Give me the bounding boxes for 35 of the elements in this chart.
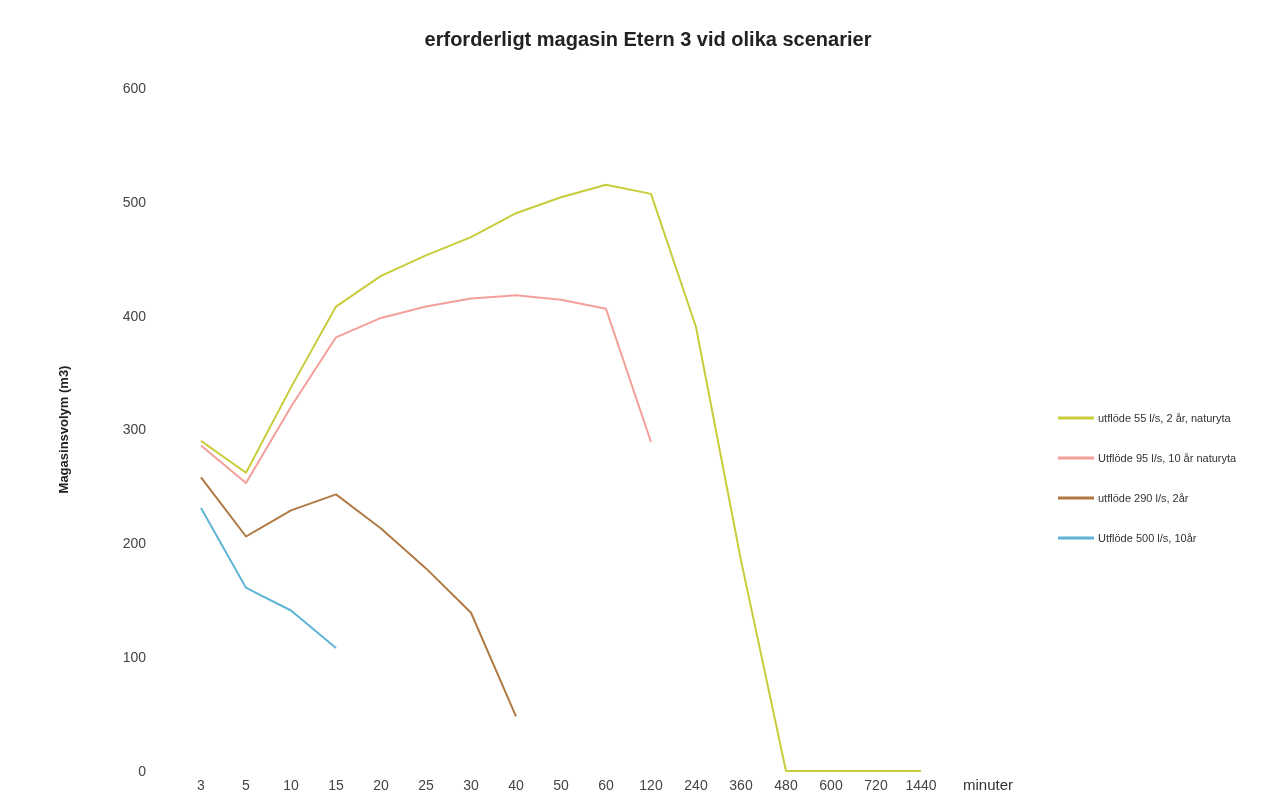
x-tick-label: 360 — [729, 777, 753, 793]
line-series — [200, 294, 652, 484]
x-tick-label: 720 — [864, 777, 888, 793]
x-tick-label: 25 — [418, 777, 434, 793]
y-axis-title: Magasinsvolym (m3) — [56, 365, 71, 494]
legend-label: Utflöde 500 l/s, 10år — [1098, 531, 1197, 544]
line-series — [200, 476, 517, 718]
x-tick-label: 3 — [197, 777, 206, 793]
x-tick-label: 10 — [283, 777, 299, 793]
x-tick-label: 15 — [328, 777, 344, 793]
x-tick-label: 240 — [684, 777, 708, 793]
x-tick-label: 480 — [774, 777, 798, 793]
line-series — [200, 507, 337, 650]
x-tick-label: 20 — [373, 777, 389, 793]
x-tick-label: 600 — [819, 777, 843, 793]
y-tick-label: 300 — [122, 421, 147, 438]
x-axis-title: minuter — [962, 776, 1014, 793]
line-series — [200, 183, 922, 772]
legend-label: utflöde 290 l/s, 2år — [1098, 491, 1189, 504]
x-tick-label: 40 — [508, 777, 524, 793]
y-tick-label: 100 — [122, 649, 147, 666]
legend-label: utflöde 55 l/s, 2 år, naturyta — [1098, 411, 1232, 424]
x-tick-label: 5 — [242, 777, 251, 793]
x-tick-label: 120 — [639, 777, 663, 793]
legend-label: Utflöde 95 l/s, 10 år naturyta — [1098, 451, 1238, 464]
y-tick-label: 200 — [122, 535, 147, 552]
x-tick-label: 60 — [598, 777, 614, 793]
y-tick-label: 500 — [122, 193, 147, 210]
y-tick-label: 600 — [122, 79, 147, 96]
y-tick-label: 0 — [138, 762, 147, 779]
chart-title: erforderligt magasin Etern 3 vid olika scenarier — [424, 28, 872, 50]
y-tick-label: 400 — [122, 307, 147, 324]
x-tick-label: 1440 — [905, 777, 937, 793]
x-tick-label: 50 — [553, 777, 569, 793]
x-tick-label: 30 — [463, 777, 479, 793]
